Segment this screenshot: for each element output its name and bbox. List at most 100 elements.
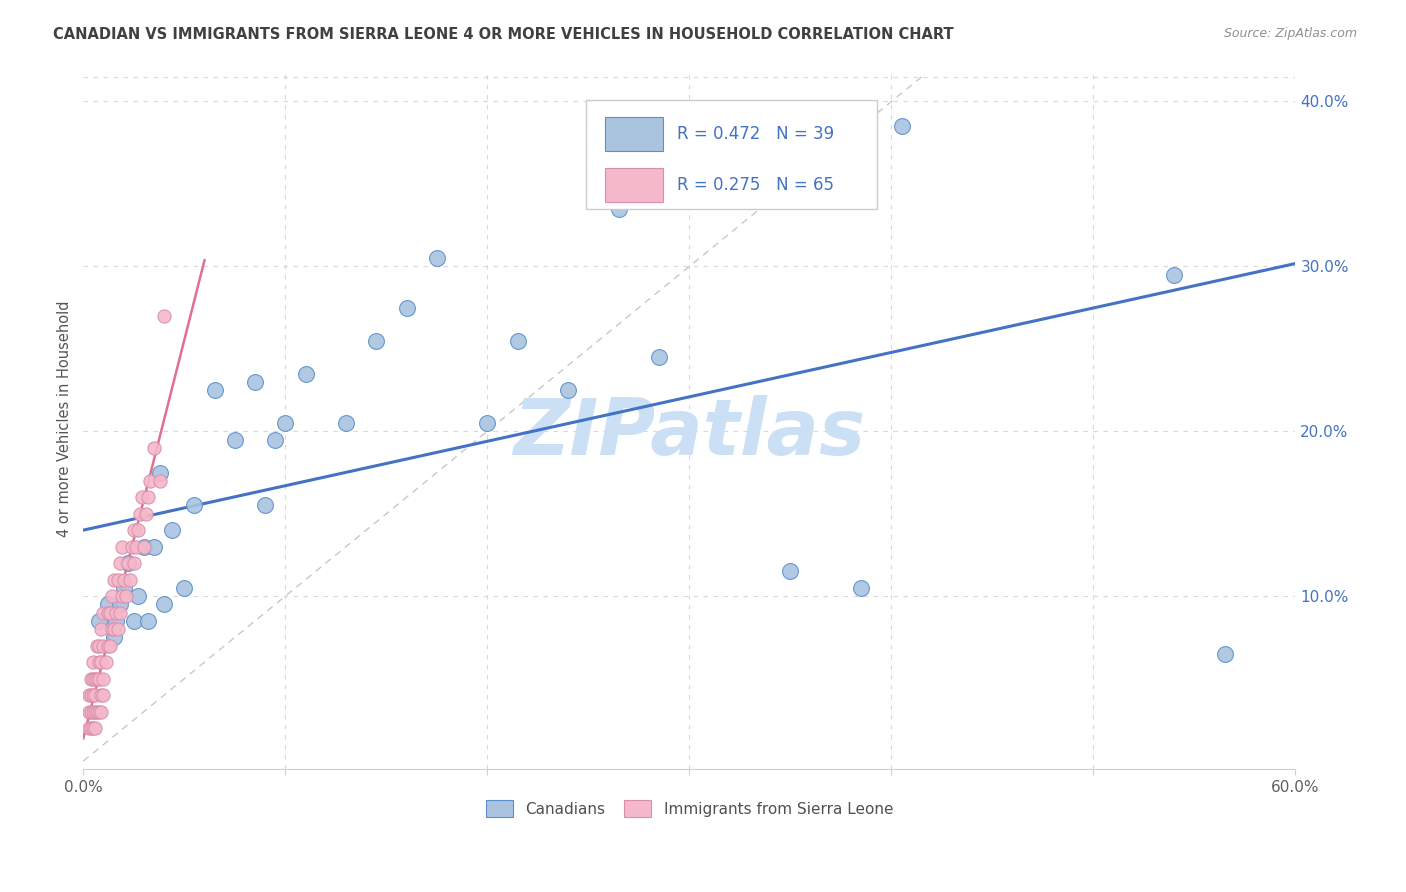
Point [607,202,630,216]
Point [274,416,297,430]
Point [104,606,127,620]
Point [890,120,912,134]
Point [96,598,118,612]
FancyBboxPatch shape [605,168,662,202]
Point [90,622,112,636]
Point [395,301,418,315]
Point [160,523,183,537]
Point [108,606,131,620]
Point [96,606,118,620]
Point [122,523,145,537]
Text: R = 0.275   N = 65: R = 0.275 N = 65 [678,176,834,194]
Point [84,721,107,735]
Point [111,589,134,603]
Point [84,688,107,702]
Point [153,598,176,612]
Point [426,251,449,265]
Point [139,474,162,488]
Point [122,614,145,628]
Point [93,606,115,620]
Point [117,556,139,570]
Point [100,589,122,603]
Point [335,416,357,430]
Point [1213,647,1236,661]
Point [243,375,266,389]
Point [94,655,117,669]
FancyBboxPatch shape [586,100,877,209]
Point [82,705,104,719]
Point [849,581,872,595]
Point [114,589,136,603]
Text: CANADIAN VS IMMIGRANTS FROM SIERRA LEONE 4 OR MORE VEHICLES IN HOUSEHOLD CORRELA: CANADIAN VS IMMIGRANTS FROM SIERRA LEONE… [53,27,955,42]
Point [86,639,108,653]
Text: R = 0.472   N = 39: R = 0.472 N = 39 [678,125,834,143]
Point [153,309,176,323]
Point [131,490,153,504]
Point [136,490,159,504]
Point [132,540,155,554]
Point [103,631,125,645]
Point [111,540,134,554]
Point [107,573,129,587]
Point [1163,268,1185,282]
Point [366,334,388,348]
Point [84,672,107,686]
Point [89,705,111,719]
Point [79,705,101,719]
Point [117,556,139,570]
Point [80,672,103,686]
Point [149,474,172,488]
Point [79,721,101,735]
Point [112,581,135,595]
Point [678,152,700,166]
Point [118,573,141,587]
Point [224,433,246,447]
Text: Source: ZipAtlas.com: Source: ZipAtlas.com [1223,27,1357,40]
Point [264,433,287,447]
Point [90,688,112,702]
Point [89,655,111,669]
Point [89,639,111,653]
Point [557,383,579,397]
FancyBboxPatch shape [605,117,662,151]
Point [127,523,149,537]
Point [93,672,115,686]
Y-axis label: 4 or more Vehicles in Household: 4 or more Vehicles in Household [58,301,72,537]
Point [108,556,131,570]
Point [648,350,671,364]
Point [80,688,103,702]
Point [112,573,135,587]
Point [93,639,115,653]
Point [86,705,108,719]
Point [183,499,205,513]
Point [98,606,121,620]
Point [82,688,104,702]
Point [96,639,118,653]
Point [89,672,111,686]
Legend: Canadians, Immigrants from Sierra Leone: Canadians, Immigrants from Sierra Leone [478,793,901,825]
Point [132,540,155,554]
Point [80,705,103,719]
Point [98,639,121,653]
Point [82,655,104,669]
Point [128,507,150,521]
Point [173,581,195,595]
Point [149,466,172,480]
Point [294,367,316,381]
Point [103,622,125,636]
Point [82,672,104,686]
Point [90,655,112,669]
Point [82,721,104,735]
Point [103,573,125,587]
Text: ZIPatlas: ZIPatlas [513,395,866,471]
Point [100,622,122,636]
Point [86,672,108,686]
Point [90,705,112,719]
Point [122,556,145,570]
Point [204,383,226,397]
Point [89,614,111,628]
Point [127,589,149,603]
Point [93,688,115,702]
Point [143,441,166,455]
Point [125,540,148,554]
